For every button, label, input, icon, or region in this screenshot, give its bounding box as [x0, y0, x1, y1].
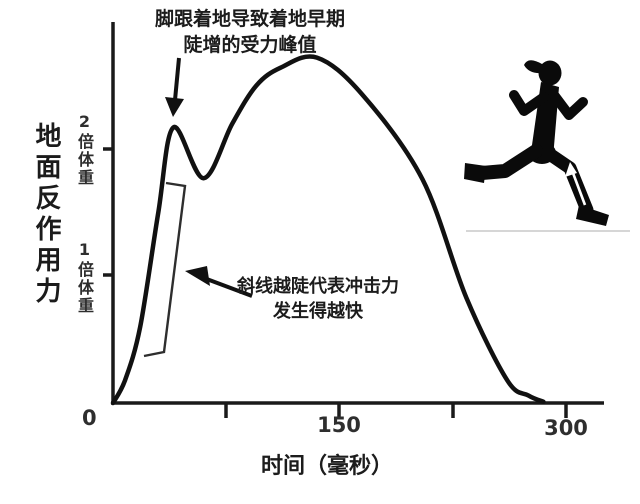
annotation-slope-line2: 发生得越快: [273, 300, 363, 322]
shin-force-arrow-icon: [565, 162, 587, 206]
heel-strike-arrow-icon: [165, 57, 184, 117]
annotation-slope: 斜线越陡代表冲击力 发生得越快: [220, 275, 416, 325]
slope-arrow-icon: [185, 266, 253, 298]
annotation-heel-strike-line1: 脚跟着地导致着地早期: [154, 8, 345, 30]
x-tick-label-150: 150: [317, 413, 361, 437]
y-tick-label-1bw: 1倍体重: [75, 240, 94, 315]
slope-bracket: [143, 181, 187, 358]
grf-curve: [110, 54, 546, 406]
annotation-heel-strike: 脚跟着地导致着地早期 陡增的受力峰值: [128, 6, 372, 58]
annotation-heel-strike-line2: 陡增的受力峰值: [183, 34, 317, 57]
x-tick-label-300: 300: [544, 416, 588, 440]
y-axis-title: 地面反作用力: [31, 122, 61, 308]
y-tick-label-2bw: 2倍体重: [75, 112, 94, 187]
x-axis-title: 时间（毫秒）: [260, 454, 393, 479]
runner-silhouette-icon: [464, 60, 630, 232]
x-tick-label-0: 0: [82, 406, 97, 430]
annotation-slope-line1: 斜线越陡代表冲击力: [237, 276, 399, 297]
